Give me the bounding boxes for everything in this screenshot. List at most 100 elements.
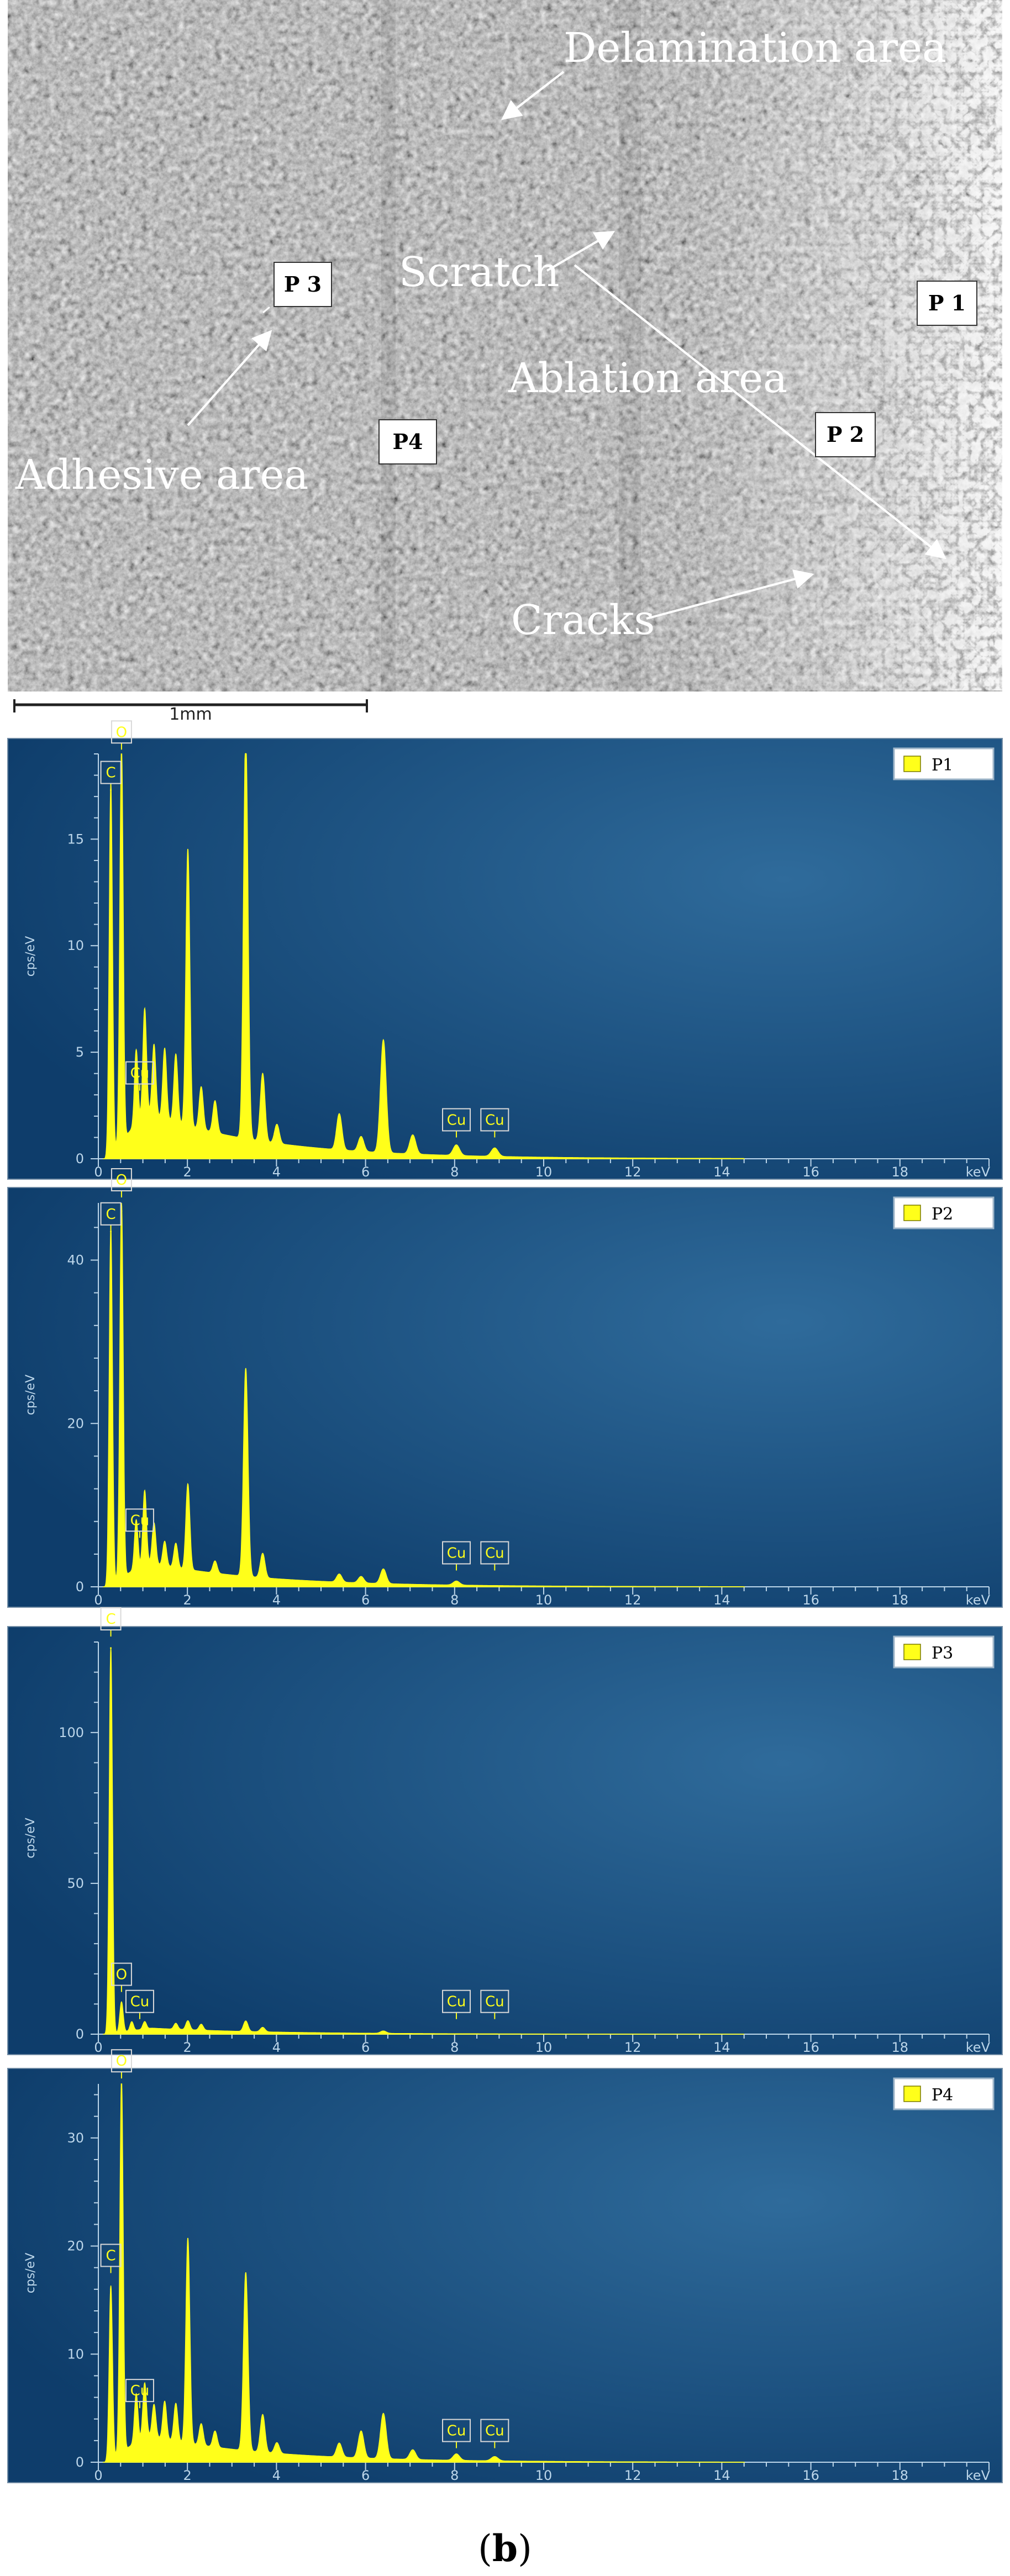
annotation-label-cu: Cu [130, 1512, 150, 1529]
peak-point [245, 753, 247, 755]
panel-background [7, 1626, 1003, 2055]
peak-point [200, 2440, 202, 2442]
annotation-label-o: O [116, 724, 127, 741]
x-axis-label: keV [966, 2468, 991, 2483]
annotation-label-c: C [106, 1611, 115, 1628]
peak-point [175, 2027, 177, 2029]
legend-box [893, 1635, 995, 1669]
annotation-box [125, 2379, 154, 2403]
x-tick-label: 8 [450, 2468, 459, 2483]
peak-point [135, 2413, 138, 2415]
delamination-label: Delamination area [564, 24, 946, 72]
y-tick-label: 10 [67, 2346, 84, 2362]
adhesive-label: Adhesive area [15, 451, 308, 499]
point-p2-label: P 2 [827, 422, 864, 447]
peak-point [382, 2031, 385, 2033]
x-axis-label: keV [966, 2040, 991, 2055]
scale-bar: 1mm [13, 699, 368, 724]
peak-point [261, 2029, 264, 2031]
peak-point [153, 1088, 155, 1090]
peak-point [493, 1149, 496, 1152]
annotation-box [442, 2419, 471, 2442]
peak-point [200, 1115, 202, 1117]
sem-point-markers: P 1 P 2 P 3 P4 [262, 262, 977, 464]
peak-point [382, 1571, 385, 1573]
peak-point [338, 1121, 340, 1123]
x-tick-label: 12 [624, 2468, 641, 2483]
peak-point [164, 1088, 166, 1090]
peak-point [338, 2447, 340, 2450]
x-tick-label: 16 [802, 1164, 819, 1180]
x-tick-label: 0 [94, 2040, 102, 2055]
annotation-box [111, 1168, 132, 1191]
figure-caption: (b) [0, 2527, 1010, 2570]
sem-annotation-arrows [187, 71, 946, 620]
x-tick-label: 2 [183, 2468, 192, 2483]
annotation-label-cu: Cu [447, 1112, 466, 1128]
peak-point [455, 1147, 457, 1149]
x-axis-label: keV [966, 1592, 991, 1608]
x-tick-label: 12 [624, 1592, 641, 1608]
legend-label: P2 [932, 1205, 953, 1224]
peak-point [200, 2027, 202, 2029]
peak-point [187, 2024, 189, 2026]
peak-point [175, 2424, 177, 2425]
y-tick-label: 20 [67, 2239, 84, 2254]
legend-swatch [903, 756, 921, 772]
peak-point [493, 2457, 496, 2459]
x-tick-label: 8 [450, 1592, 459, 1608]
annotation-box [480, 2419, 509, 2442]
peak-point [382, 2416, 385, 2418]
peak-point [412, 2451, 414, 2453]
annotation-label-cu: Cu [447, 1994, 466, 2010]
y-tick-label: 100 [59, 1725, 84, 1740]
annotation-label-cu: Cu [130, 1994, 150, 2010]
scale-bar-label: 1mm [169, 705, 212, 724]
annotation-label-cu: Cu [485, 1994, 504, 2010]
y-tick-label: 0 [76, 1151, 84, 1166]
caption-open: ( [478, 2527, 492, 2570]
x-tick-label: 6 [361, 2040, 370, 2055]
x-tick-label: 2 [183, 1592, 192, 1608]
caption-close: ) [518, 2527, 532, 2570]
legend-swatch [903, 1644, 921, 1660]
annotation-box [125, 1508, 154, 1532]
panel-background [7, 1187, 1003, 1608]
x-tick-label: 14 [713, 1164, 730, 1180]
peak-point [338, 1577, 340, 1580]
x-tick-label: 10 [535, 1164, 553, 1180]
spectrum-series-p4 [103, 2083, 746, 2463]
peak-point [120, 2003, 123, 2005]
peak-point [164, 1561, 166, 1564]
peak-point [245, 1377, 247, 1380]
peak-point [360, 1579, 362, 1581]
peak-point [261, 2424, 264, 2425]
peak-point [144, 2407, 146, 2409]
x-tick-label: 10 [535, 2040, 553, 2055]
annotation-box [111, 1962, 132, 1986]
spectrum-series-p1 [103, 753, 745, 1159]
x-tick-label: 16 [802, 1592, 819, 1608]
y-axis-label: cps/eV [24, 1375, 38, 1416]
y-tick-label: 30 [67, 2130, 84, 2146]
annotation-box [100, 1202, 122, 1226]
peak-point [187, 1500, 189, 1502]
spectrum-series-p2 [103, 1202, 746, 1587]
x-axis-label: keV [966, 1164, 991, 1180]
point-p1-label: P 1 [928, 291, 966, 315]
peak-point [187, 880, 189, 883]
peak-point [135, 1537, 138, 1539]
x-tick-label: 14 [713, 2468, 730, 2483]
x-tick-label: 4 [272, 1592, 281, 1608]
peak-point [455, 2454, 457, 2457]
peak-point [153, 2429, 155, 2431]
peak-point [164, 2424, 166, 2425]
point-p3-label: P 3 [284, 272, 322, 297]
eds-panel-p2: 0 2 4 6 8 10 12 14 16 18 keV 0 20 40 cps/eV CO Cu Cu Cu P2 [7, 1168, 1003, 1608]
x-tick-label: 6 [361, 1592, 370, 1608]
annotation-box [442, 1108, 471, 1132]
x-tick-label: 10 [535, 2468, 553, 2483]
legend-swatch [903, 2086, 921, 2102]
